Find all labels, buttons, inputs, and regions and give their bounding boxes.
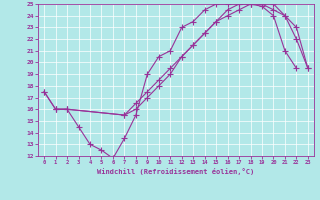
X-axis label: Windchill (Refroidissement éolien,°C): Windchill (Refroidissement éolien,°C) xyxy=(97,168,255,175)
